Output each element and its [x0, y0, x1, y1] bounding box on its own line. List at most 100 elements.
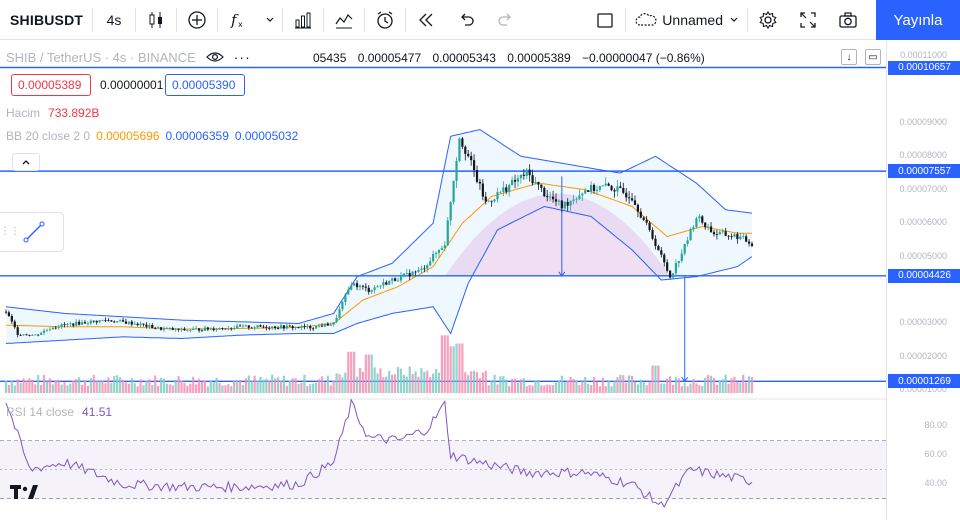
rsi-label: RSI 14 close	[6, 405, 75, 419]
bollinger-upper-line	[5, 129, 753, 325]
toolbar-divider	[625, 7, 627, 32]
candle-body	[595, 189, 599, 191]
candle-body	[385, 282, 388, 285]
alert-icon[interactable]	[365, 0, 405, 40]
interval-selector[interactable]: 4s	[106, 11, 122, 28]
select-layout-icon[interactable]	[585, 0, 625, 40]
volume-bar	[335, 373, 338, 393]
ohlc-open: 05435	[313, 51, 347, 65]
undo-icon[interactable]	[446, 0, 486, 40]
candle-body	[619, 186, 622, 189]
financials-icon[interactable]	[283, 0, 323, 40]
bollinger-legend[interactable]: BB 20 close 2 0 0.00005696 0.00006359 0.…	[6, 129, 298, 143]
trend-line-icon[interactable]	[14, 220, 54, 244]
buy-price-button[interactable]: 0.00005390	[165, 74, 245, 96]
candle-body	[382, 282, 385, 286]
volume-bar	[291, 378, 294, 393]
volume-bar	[493, 374, 496, 393]
candle-body	[674, 263, 678, 274]
volume-bar	[367, 354, 370, 393]
tradingview-logo-icon[interactable]	[10, 483, 40, 503]
volume-bar	[393, 374, 397, 393]
camera-icon[interactable]	[828, 0, 868, 40]
price-scale[interactable]: 0.00011000 0.00009000 0.00008000 0.00007000…	[841, 41, 960, 520]
volume-bar	[145, 380, 148, 393]
candle-body	[692, 227, 695, 229]
volume-bar	[51, 384, 54, 393]
volume-value: 733.892B	[48, 106, 100, 120]
volume-bar	[148, 379, 151, 393]
more-icon[interactable]: ···	[233, 49, 251, 65]
candle-body	[192, 328, 195, 331]
scroll-down-icon[interactable]: ↓	[841, 49, 857, 65]
rsi-legend[interactable]: RSI 14 close 41.51	[6, 405, 112, 419]
volume-bar	[464, 372, 467, 393]
price-tick-label: 0.00001000	[899, 384, 947, 395]
volume-bar	[414, 371, 417, 393]
symbol-legend[interactable]: SHIB / TetherUS · 4s · BINANCE ···	[6, 49, 251, 65]
redo-icon[interactable]	[486, 0, 526, 40]
publish-button[interactable]: Yayınla	[876, 0, 960, 40]
drag-handle-icon[interactable]: ⋮⋮	[0, 226, 20, 237]
candle-body	[496, 192, 499, 200]
price-tick-label: 0.00007000	[899, 183, 947, 194]
layout-menu[interactable]: Unnamed	[626, 0, 739, 40]
volume-bar	[285, 385, 288, 393]
candle-body	[663, 254, 666, 263]
toolbar-divider	[92, 7, 93, 32]
candle-body	[341, 301, 344, 310]
volume-bar	[107, 377, 110, 393]
volume-bar	[45, 381, 49, 393]
collapse-legend-button[interactable]	[12, 153, 40, 171]
candle-style-icon[interactable]	[136, 0, 176, 40]
maximize-pane-icon[interactable]: ▭	[865, 49, 881, 65]
volume-bar	[607, 381, 610, 393]
eye-icon[interactable]	[205, 51, 224, 63]
volume-bar	[233, 381, 236, 393]
volume-bar	[628, 375, 631, 393]
candle-body	[563, 201, 566, 209]
volume-bar	[136, 386, 139, 393]
volume-bar	[598, 386, 601, 393]
compare-add-icon[interactable]	[177, 0, 217, 40]
candle-body	[592, 184, 596, 191]
volume-bar	[215, 377, 218, 393]
gear-icon[interactable]	[748, 0, 788, 40]
candle-body	[581, 193, 584, 196]
volume-bar	[446, 335, 449, 393]
rsi-line	[5, 398, 753, 509]
templates-icon[interactable]	[324, 0, 364, 40]
chevron-down-icon[interactable]	[258, 0, 282, 40]
volume-bar	[259, 376, 262, 393]
volume-bar	[736, 381, 739, 393]
drawing-toolbar[interactable]: ⋮⋮	[0, 212, 64, 252]
candle-body	[502, 187, 505, 192]
fullscreen-icon[interactable]	[788, 0, 828, 40]
sell-price-button[interactable]: 0.00005389	[11, 74, 91, 96]
toolbar-divider	[364, 7, 365, 32]
symbol-search[interactable]: SHIBUSDT	[10, 11, 84, 28]
candle-body	[475, 170, 479, 182]
volume-bar	[443, 335, 446, 393]
volume-legend[interactable]: Hacim 733.892B	[6, 106, 99, 120]
candle-body	[639, 211, 642, 218]
candle-body	[361, 285, 365, 287]
volume-bar	[118, 377, 122, 393]
replay-icon[interactable]	[406, 0, 446, 40]
chevron-up-icon	[22, 160, 30, 165]
candle-body	[104, 320, 107, 321]
candle-body	[262, 326, 265, 328]
candle-body	[666, 262, 669, 271]
candle-body	[236, 325, 239, 329]
candle-body	[437, 249, 441, 254]
candle-body	[279, 325, 283, 329]
volume-bar	[461, 343, 464, 393]
chart-pane[interactable]: SHIB / TetherUS · 4s · BINANCE ··· 05435…	[0, 41, 886, 520]
volume-bar	[402, 374, 405, 393]
candle-body	[405, 272, 408, 274]
candle-body	[124, 321, 128, 324]
candle-body	[730, 236, 733, 238]
candle-body	[16, 327, 19, 335]
candle-body	[101, 320, 104, 321]
